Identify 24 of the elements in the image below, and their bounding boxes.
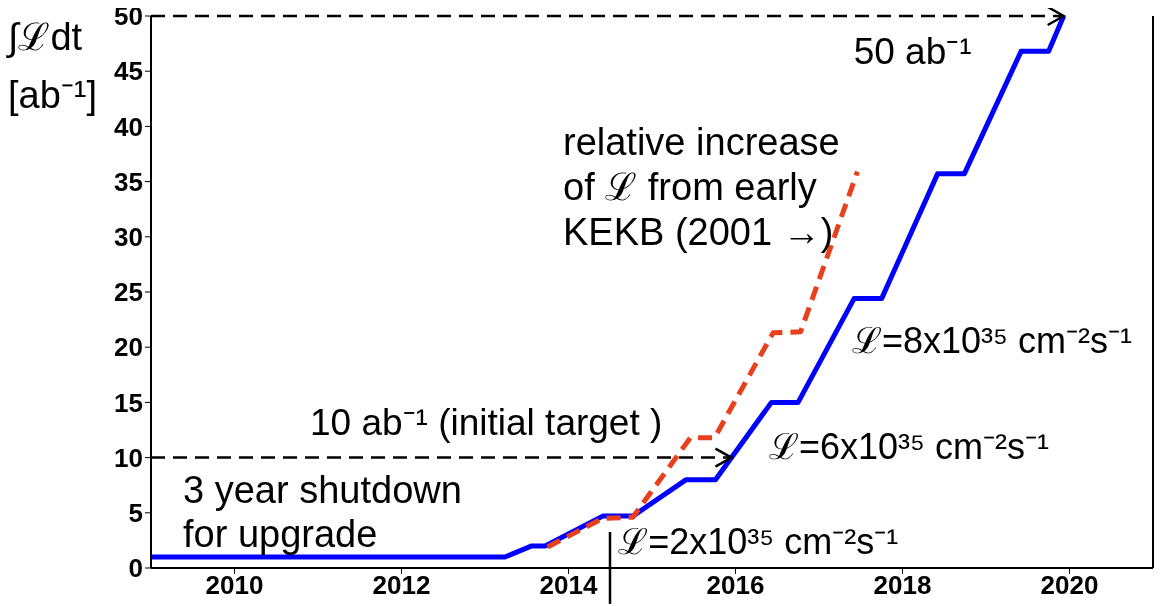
y-tick-label: 30: [114, 222, 143, 253]
x-tick-label: 2010: [205, 570, 264, 601]
y-tick-label: 10: [114, 442, 143, 473]
annotation: ℒ=2x10³⁵ cm⁻²s⁻¹: [618, 520, 899, 564]
ref-line-label: 10 ab⁻¹ (initial target ): [310, 401, 663, 443]
y-tick-label: 15: [114, 387, 143, 418]
y-tick-label: 20: [114, 332, 143, 363]
y-tick-label: 40: [114, 111, 143, 142]
y-tick-label: 5: [128, 498, 143, 529]
annotation: relative increase of ℒ from early KEKB (2001 →): [563, 120, 841, 255]
annotation: ℒ=8x10³⁵ cm⁻²s⁻¹: [852, 319, 1133, 363]
y-tick-label: 25: [114, 277, 143, 308]
annotation: ℒ=6x10³⁵ cm⁻²s⁻¹: [769, 425, 1050, 469]
annotation: 3 year shutdown for upgrade: [183, 468, 463, 556]
x-tick-label: 2012: [372, 570, 431, 601]
ref-line-label: 50 ab⁻¹: [853, 30, 972, 72]
y-axis-title: ∫ℒdt [ab⁻¹]: [8, 16, 98, 116]
x-tick-label: 2018: [873, 570, 932, 601]
x-tick-label: 2016: [706, 570, 765, 601]
y-tick-label: 35: [114, 166, 143, 197]
x-tick-label: 2020: [1040, 570, 1099, 601]
y-tick-label: 45: [114, 56, 143, 87]
y-tick-label: 0: [128, 553, 143, 584]
x-tick-label: 2014: [539, 570, 598, 601]
